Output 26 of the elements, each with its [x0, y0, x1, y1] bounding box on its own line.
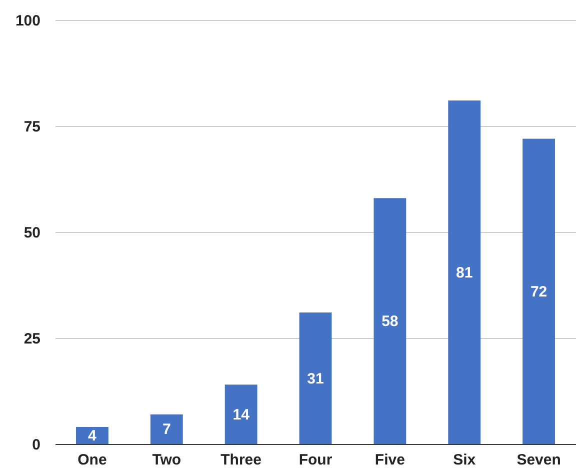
bar	[299, 312, 332, 444]
bar	[76, 427, 108, 444]
bar	[374, 198, 406, 444]
data-label: 31	[307, 370, 324, 388]
data-label: 58	[382, 313, 398, 330]
y-tick-label: 75	[24, 118, 40, 136]
x-tick-label: Three	[220, 452, 262, 468]
data-label: 4	[88, 428, 98, 445]
x-tick-label: Two	[152, 452, 182, 468]
y-tick-label: 50	[24, 224, 40, 242]
x-tick-label: Six	[453, 452, 476, 468]
x-tick-label: One	[78, 452, 107, 468]
y-tick-label: 25	[24, 330, 40, 348]
data-label: 14	[232, 406, 250, 424]
data-label: 7	[162, 421, 171, 438]
bar	[522, 138, 555, 444]
x-tick-label: Seven	[516, 452, 561, 468]
bar	[224, 384, 258, 444]
bar	[150, 414, 183, 444]
x-tick-label: Four	[298, 452, 332, 468]
data-label: 81	[456, 264, 473, 282]
bar	[448, 100, 481, 444]
y-tick-label: 100	[15, 12, 40, 30]
y-tick-label: 0	[32, 436, 40, 454]
x-tick-label: Five	[374, 452, 405, 468]
data-label: 72	[530, 283, 548, 300]
